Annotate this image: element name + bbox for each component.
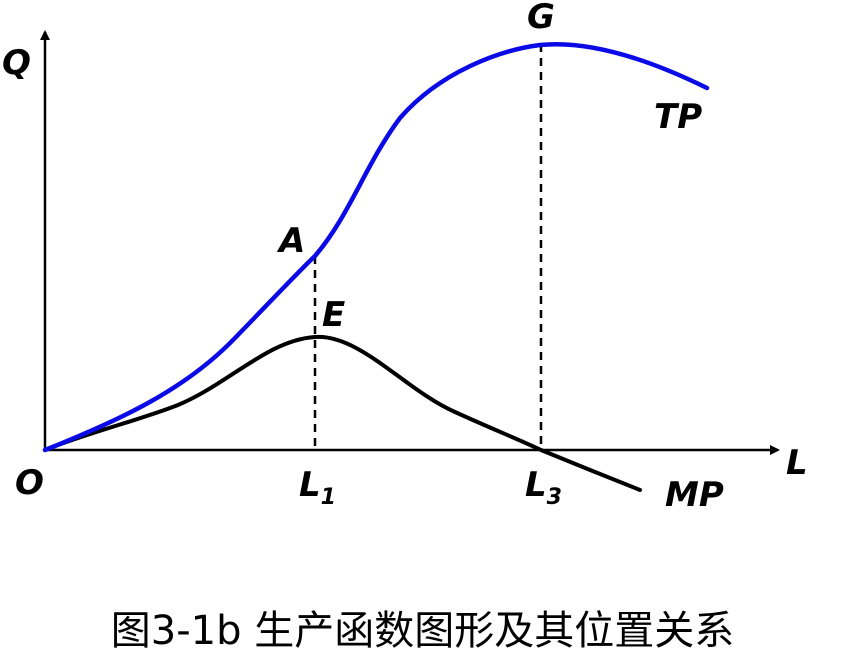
point-a-label: A <box>276 221 305 261</box>
point-e-label: E <box>322 295 345 335</box>
mp-curve <box>43 334 642 492</box>
x-axis-label: L <box>786 443 808 483</box>
tick-l1-label: L1 <box>299 465 336 510</box>
mp-curve-label: MP <box>665 475 724 515</box>
tick-l3-label: L3 <box>525 465 562 510</box>
point-g-label: G <box>527 0 555 37</box>
origin-label: O <box>15 463 44 503</box>
figure-caption: 图3-1b 生产函数图形及其位置关系 <box>110 608 735 654</box>
tp-curve <box>42 42 710 453</box>
y-axis-label: Q <box>2 43 31 83</box>
production-function-diagram: Q L O A E G TP MP L1 L3 <box>2 0 808 515</box>
tp-curve-label: TP <box>654 97 702 137</box>
